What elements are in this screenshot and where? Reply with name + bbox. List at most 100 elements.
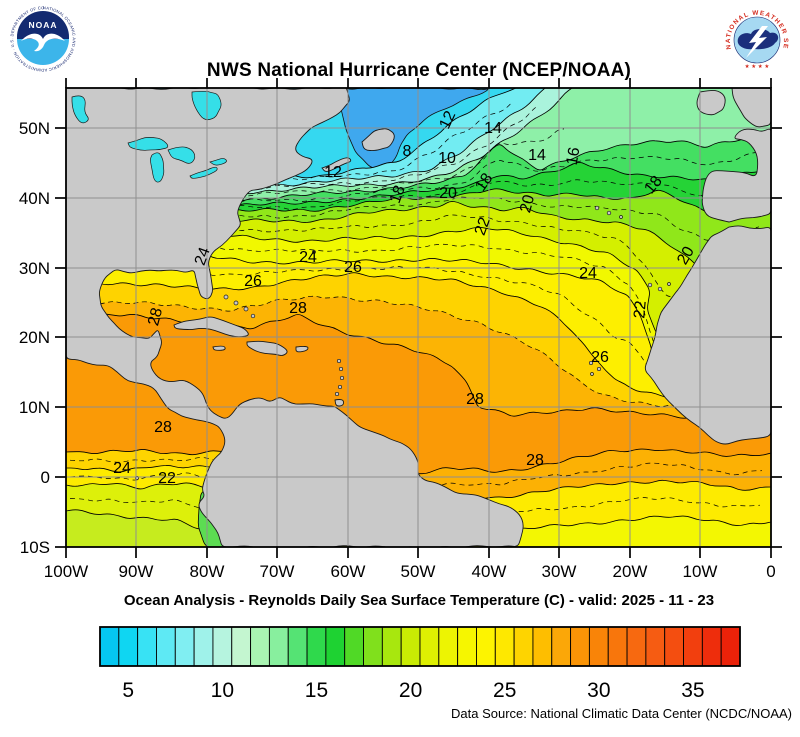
- colorbar-cell: [701, 626, 722, 667]
- land-iberia-france: [701, 128, 771, 223]
- land-nova-scotia: [321, 157, 352, 172]
- y-axis-label: 20N: [19, 328, 50, 347]
- island: [657, 286, 663, 292]
- colorbar-cell: [664, 626, 684, 667]
- noaa-wordmark: NOAA: [28, 20, 57, 30]
- island: [594, 205, 600, 211]
- colorbar-cell: [306, 626, 327, 667]
- land-jamaica: [212, 345, 226, 351]
- island: [606, 210, 612, 216]
- contour-label: 28: [466, 391, 484, 408]
- colorbar-cell: [344, 626, 364, 667]
- island: [312, 250, 316, 254]
- colorbar-tick-label: 20: [399, 679, 422, 702]
- colorbar-tick-label: 25: [493, 679, 516, 702]
- island: [619, 215, 623, 219]
- page-title: NWS National Hurricane Center (NCEP/NOAA…: [206, 60, 632, 81]
- x-axis-label: 80W: [190, 562, 225, 581]
- colorbar-cell: [626, 626, 647, 667]
- colorbar-tick-label: 15: [305, 679, 328, 702]
- island: [243, 306, 249, 312]
- lake-superior: [127, 137, 169, 151]
- x-axis-label: 90W: [119, 562, 154, 581]
- contour-label: 26: [244, 273, 262, 290]
- land-trinidad: [334, 399, 345, 407]
- contour-label: 18: [387, 183, 409, 206]
- contour-label: 22: [631, 300, 649, 319]
- colorbar-cell: [457, 626, 477, 667]
- nws-logo: NATIONAL WEATHER SERVICE ★ ★ ★ ★: [719, 0, 792, 74]
- island: [647, 282, 653, 288]
- y-axis-label: 10S: [20, 538, 50, 557]
- colorbar-cell: [174, 626, 195, 667]
- colorbar-cell: [137, 626, 157, 667]
- colorbar-cell: [156, 626, 176, 667]
- x-axis-label: 50W: [401, 562, 436, 581]
- colorbar-cell: [532, 626, 553, 667]
- colorbar-cell: [551, 626, 572, 667]
- x-axis-label: 10W: [683, 562, 718, 581]
- data-source-credit: Data Source: National Climatic Data Cent…: [451, 706, 792, 721]
- colorbar-cell: [438, 626, 459, 667]
- colorbar-cell: [570, 626, 590, 667]
- contour-label: 14: [528, 147, 546, 164]
- land-puerto-rico: [295, 345, 309, 353]
- contour-label: 28: [154, 419, 172, 436]
- x-axis-label: 0: [766, 562, 775, 581]
- land-cuba: [173, 316, 249, 338]
- island: [223, 294, 229, 300]
- land-newfoundland: [361, 128, 395, 151]
- colorbar: 5 10 15 20 25 30 35: [99, 626, 741, 702]
- contour-label: 26: [591, 349, 609, 366]
- colorbar-cell: [419, 626, 440, 667]
- land-layer: [66, 88, 771, 547]
- colorbar-cell: [683, 626, 703, 667]
- contour-label: 28: [526, 452, 544, 469]
- contour-label: 24: [113, 460, 131, 477]
- y-axis-label: 10N: [19, 398, 50, 417]
- island: [667, 282, 671, 286]
- lake-winnipeg: [71, 95, 89, 124]
- x-axis-label: 70W: [260, 562, 295, 581]
- colorbar-cell: [118, 626, 139, 667]
- lake-huron: [167, 146, 196, 164]
- colorbar-tick-label: 10: [211, 679, 234, 702]
- contour-label: 14: [484, 120, 502, 137]
- colorbar-tick-label: 5: [122, 679, 134, 702]
- island: [336, 358, 342, 364]
- island: [588, 360, 594, 366]
- land-africa: [644, 225, 771, 445]
- axes: 100W 90W 80W 70W 60W 50W 40W 30W 20W 10W 0 50N 40N 30…: [19, 78, 782, 581]
- contour-label: 28: [145, 306, 166, 328]
- lake-erie: [189, 166, 218, 179]
- contour-label: 22: [158, 470, 176, 487]
- noaa-logo: NATIONAL OCEANIC AND ATMOSPHERIC ADMINIS…: [6, 0, 78, 74]
- contour-label: 12: [324, 164, 342, 181]
- island: [596, 366, 602, 372]
- contour-label: 8: [403, 143, 412, 160]
- colorbar-cell: [193, 626, 214, 667]
- colorbar-cell: [268, 626, 289, 667]
- colorbar-cell: [400, 626, 421, 667]
- island: [250, 313, 256, 319]
- y-axis-label: 40N: [19, 189, 50, 208]
- island: [338, 366, 344, 372]
- island: [337, 384, 343, 390]
- colorbar-tick-label: 35: [681, 679, 704, 702]
- x-axis-label: 100W: [44, 562, 88, 581]
- colorbar-tick-label: 30: [587, 679, 610, 702]
- contour-label: 12: [436, 108, 459, 131]
- contour-label: 28: [289, 300, 307, 317]
- colorbar-cell: [588, 626, 609, 667]
- land-ireland: [696, 89, 726, 116]
- colorbar-cell: [250, 626, 270, 667]
- colorbar-cell: [212, 626, 233, 667]
- graticule: [66, 88, 771, 547]
- x-axis-label: 60W: [331, 562, 366, 581]
- island: [233, 300, 239, 306]
- contour-label: 20: [439, 185, 457, 202]
- nws-lightning-icon: [746, 26, 768, 58]
- contour-label: 22: [472, 215, 494, 238]
